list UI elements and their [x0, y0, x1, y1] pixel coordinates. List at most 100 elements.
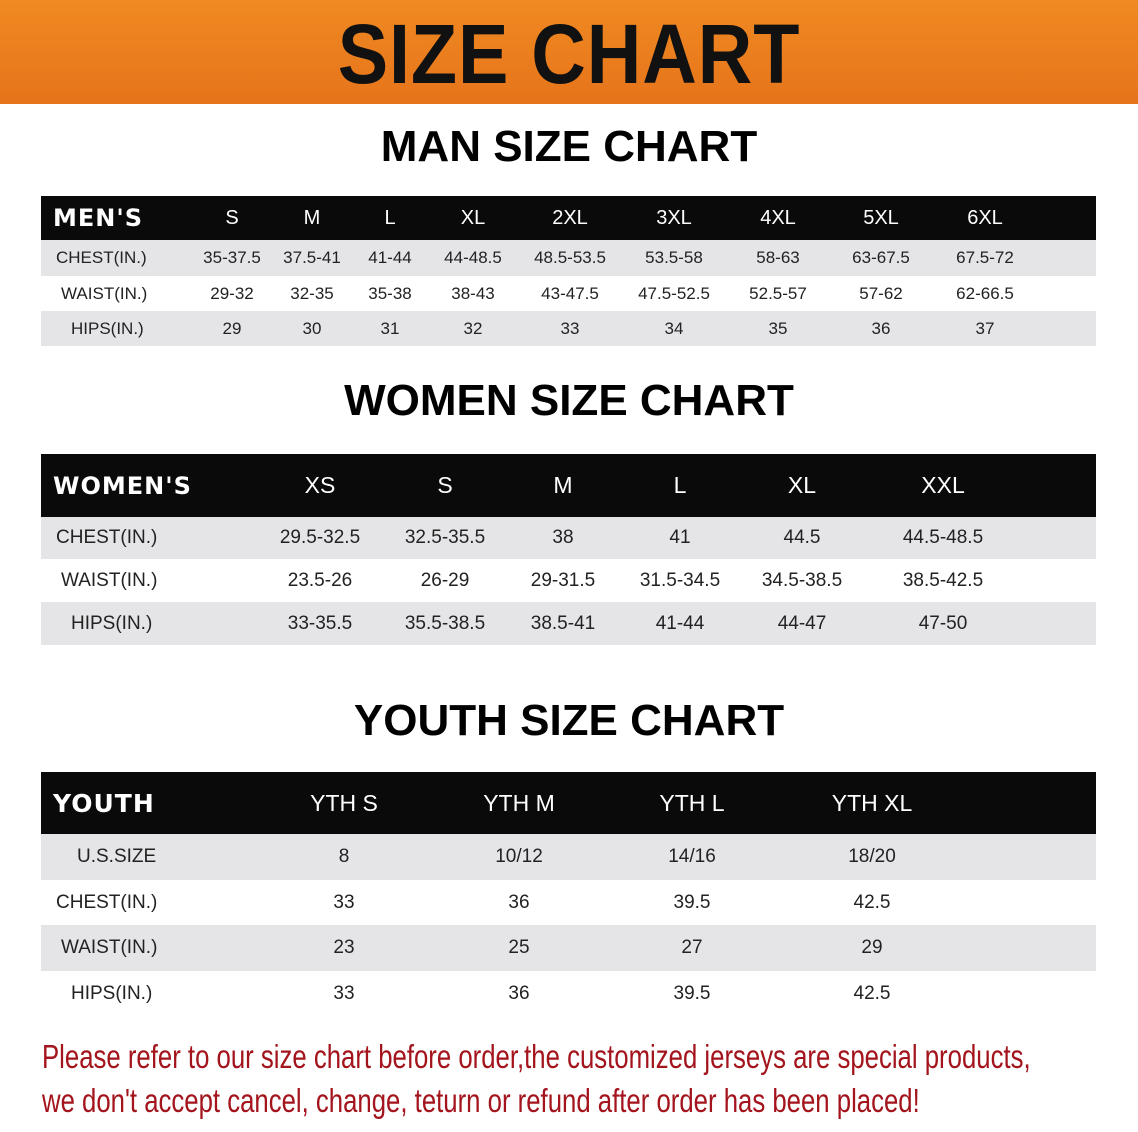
measurement-value: 42.5 [853, 982, 891, 1004]
measurement-value: 62-66.5 [956, 283, 1014, 303]
measurement-value: 38-43 [451, 283, 495, 303]
measurement-value: 63-67.5 [852, 248, 910, 267]
size-column-header: L [673, 472, 687, 498]
size-column-header: 4XL [760, 206, 796, 229]
table-row: HIPS(IN.) 33 36 39.5 42.5 [41, 971, 1096, 1016]
table-header-label: WOMEN'S [53, 471, 192, 500]
measurement-label: HIPS(IN.) [71, 612, 153, 634]
size-column-header: S [437, 472, 453, 498]
measurement-label: CHEST(IN.) [56, 891, 158, 913]
measurement-label: HIPS(IN.) [71, 318, 144, 338]
measurement-value: 35.5-38.5 [404, 612, 486, 634]
size-column-header: YTH XL [831, 789, 913, 816]
size-column-header: YTH L [659, 789, 725, 816]
size-column-header: M [303, 206, 321, 229]
table-row: U.S.SIZE 8 10/12 14/16 18/20 [41, 834, 1096, 880]
banner-title: SIZE CHART [337, 7, 801, 101]
measurement-value: 35-38 [368, 283, 412, 303]
measurement-value: 57-62 [859, 283, 903, 303]
measurement-value: 53.5-58 [645, 248, 703, 267]
measurement-value: 38.5-41 [530, 612, 596, 634]
measurement-value: 8 [338, 846, 350, 867]
table-header-label: MEN'S [53, 204, 143, 232]
table-row: CHEST(IN.) 33 36 39.5 42.5 [41, 880, 1096, 925]
measurement-value: 35-37.5 [203, 248, 261, 267]
table-header-label: YOUTH [53, 788, 155, 818]
size-column-header: XXL [921, 472, 965, 498]
size-column-header: L [384, 206, 396, 229]
measurement-value: 10/12 [495, 846, 543, 867]
measurement-value: 43-47.5 [541, 283, 599, 303]
measurement-label: CHEST(IN.) [56, 248, 147, 267]
measurement-value: 23 [333, 937, 355, 958]
measurement-value: 36 [508, 891, 530, 913]
measurement-value: 33-35.5 [287, 612, 353, 634]
measurement-value: 36 [871, 318, 891, 338]
measurement-value: 31 [380, 318, 400, 338]
measurement-value: 41-44 [368, 248, 412, 267]
size-column-header: 6XL [967, 206, 1003, 229]
table-row: HIPS(IN.) 29 30 31 32 33 34 35 36 37 [41, 311, 1096, 346]
table-row: CHEST(IN.) 35-37.5 37.5-41 41-44 44-48.5 48.5… [41, 240, 1096, 276]
measurement-label: WAIST(IN.) [61, 937, 158, 958]
measurement-value: 29.5-32.5 [279, 527, 361, 548]
measurement-value: 23.5-26 [287, 569, 353, 591]
measurement-value: 29 [222, 318, 242, 338]
measurement-value: 30 [302, 318, 322, 338]
men-size-table: MEN'S S M L XL 2XL 3XL 4XL 5XL 6XL CHEST(IN.) 35-37… [41, 196, 1096, 346]
measurement-value: 33 [333, 891, 355, 913]
size-column-header: XS [304, 472, 336, 498]
size-column-header: 5XL [863, 206, 899, 229]
measurement-value: 35 [768, 318, 788, 338]
table-header-row: YOUTH YTH S YTH M YTH L YTH XL [41, 772, 1096, 834]
size-column-header: 3XL [656, 206, 692, 229]
measurement-value: 42.5 [853, 891, 891, 913]
measurement-value: 48.5-53.5 [534, 248, 606, 267]
measurement-value: 26-29 [420, 569, 470, 591]
banner: SIZE CHART [0, 0, 1138, 104]
measurement-label: U.S.SIZE [77, 846, 157, 867]
table-row: HIPS(IN.) 33-35.5 35.5-38.5 38.5-41 41-44 44-… [41, 602, 1096, 645]
measurement-value: 38.5-42.5 [902, 569, 984, 591]
youth-section-title: YOUTH SIZE CHART [353, 696, 785, 745]
size-column-header: YTH M [483, 789, 555, 816]
measurement-value: 41 [669, 527, 691, 548]
table-header-row: MEN'S S M L XL 2XL 3XL 4XL 5XL 6XL [41, 196, 1096, 240]
size-column-header: XL [787, 472, 817, 498]
measurement-value: 39.5 [673, 982, 711, 1004]
women-size-table: WOMEN'S XS S M L XL XXL CHEST(IN.) 29.5-32.5 32.5… [41, 454, 1096, 645]
measurement-value: 67.5-72 [956, 248, 1014, 267]
measurement-value: 32 [463, 318, 483, 338]
table-row: WAIST(IN.) 23.5-26 26-29 29-31.5 31.5-34.5 34… [41, 559, 1096, 602]
measurement-value: 58-63 [756, 248, 800, 267]
measurement-value: 34.5-38.5 [761, 569, 843, 591]
size-column-header: S [225, 206, 239, 229]
measurement-value: 32.5-35.5 [404, 527, 486, 548]
measurement-value: 38 [552, 527, 574, 548]
measurement-value: 44-47 [777, 612, 827, 634]
table-row: WAIST(IN.) 23 25 27 29 [41, 925, 1096, 971]
size-column-header: XL [460, 206, 486, 229]
measurement-label: CHEST(IN.) [56, 527, 158, 548]
measurement-value: 29-31.5 [530, 569, 596, 591]
measurement-value: 33 [333, 982, 355, 1004]
measurement-value: 37.5-41 [283, 248, 341, 267]
measurement-value: 44.5 [783, 527, 821, 548]
measurement-value: 37 [975, 318, 995, 338]
measurement-value: 44.5-48.5 [902, 527, 984, 548]
measurement-value: 41-44 [655, 612, 705, 634]
measurement-value: 39.5 [673, 891, 711, 913]
table-row: WAIST(IN.) 29-32 32-35 35-38 38-43 43-47.5 47.… [41, 276, 1096, 311]
measurement-value: 14/16 [668, 846, 716, 867]
measurement-value: 36 [508, 982, 530, 1004]
measurement-label: WAIST(IN.) [61, 569, 158, 591]
measurement-value: 29 [861, 937, 883, 958]
measurement-value: 33 [560, 318, 580, 338]
size-column-header: M [553, 472, 573, 498]
measurement-label: HIPS(IN.) [71, 982, 153, 1004]
size-column-header: 2XL [552, 206, 588, 229]
measurement-value: 27 [681, 937, 703, 958]
measurement-value: 29-32 [210, 283, 254, 303]
measurement-value: 18/20 [848, 846, 896, 867]
